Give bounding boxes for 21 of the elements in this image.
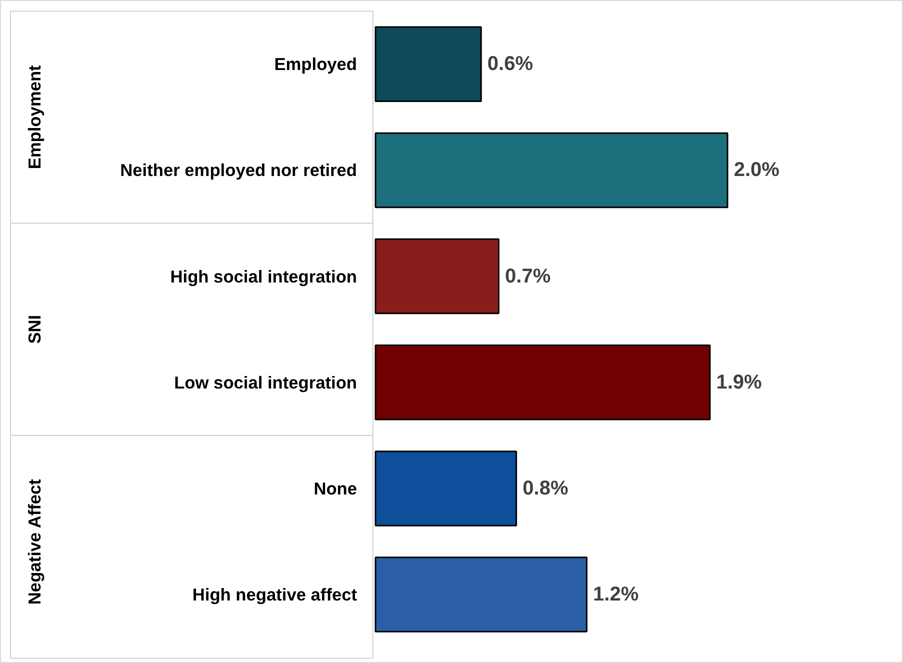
y-tick-label: Employed xyxy=(274,54,358,74)
y-tick-label: Neither employed nor retired xyxy=(120,160,358,180)
bar xyxy=(374,26,482,102)
data-label: 1.2% xyxy=(593,584,639,606)
y-tick-label: High social integration xyxy=(170,266,358,286)
data-label: 0.7% xyxy=(505,265,551,288)
bar xyxy=(374,556,588,632)
data-label: 2.0% xyxy=(734,159,780,182)
text: Employment xyxy=(24,64,44,170)
y-tick-label: None xyxy=(314,478,358,498)
bar xyxy=(374,238,500,314)
data-label: 0.8% xyxy=(522,477,568,500)
text: Negative Affect xyxy=(24,478,44,605)
bar xyxy=(374,450,518,526)
y-tick-label: Low social integration xyxy=(174,372,358,392)
data-label: 0.6% xyxy=(487,53,534,76)
bar xyxy=(374,344,711,420)
y-tick-label: High negative affect xyxy=(192,584,358,605)
bar xyxy=(374,132,728,208)
text: SNI xyxy=(24,314,44,344)
data-label: 1.9% xyxy=(716,371,762,394)
